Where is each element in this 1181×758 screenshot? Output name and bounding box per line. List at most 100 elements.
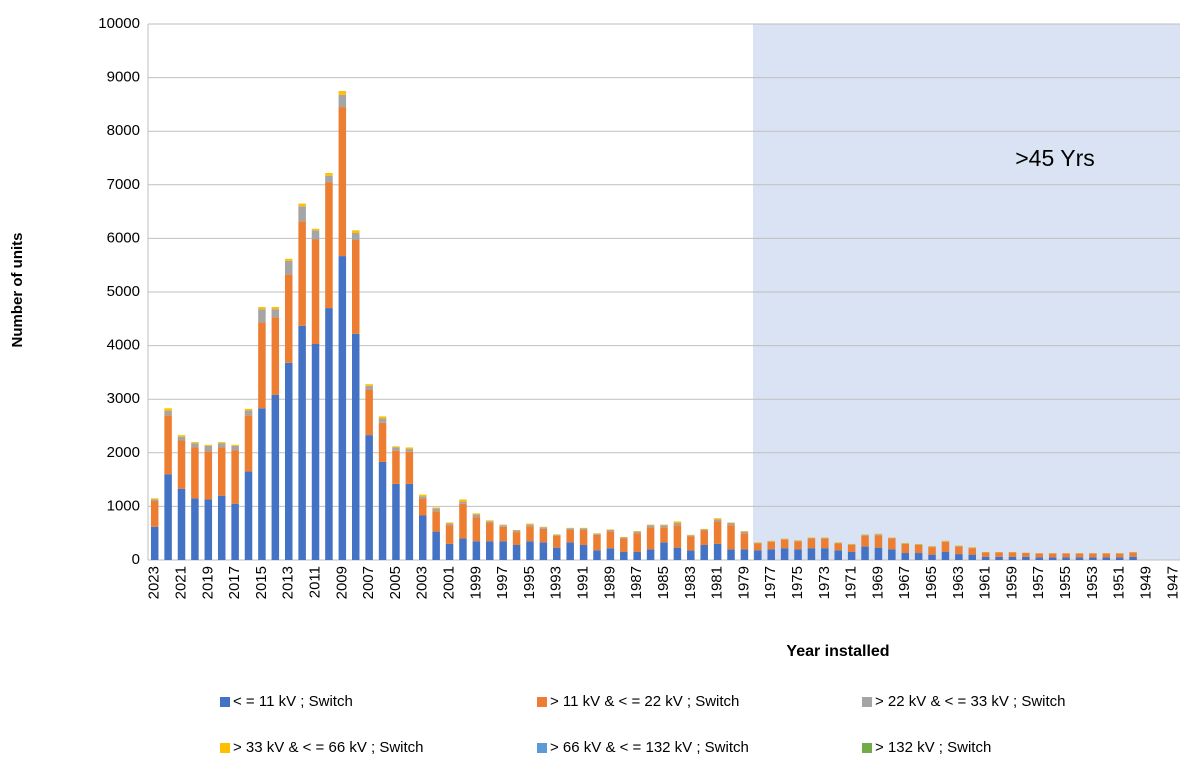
x-tick-label: 2021 (172, 566, 189, 599)
bar-segment (526, 523, 534, 525)
bar-segment (780, 548, 789, 560)
bar-segment (486, 523, 494, 542)
bar-segment (914, 544, 923, 554)
bar-segment (258, 408, 266, 560)
bar-segment (150, 499, 159, 502)
bar-segment (351, 240, 360, 334)
bar-segment (606, 529, 615, 532)
bar-segment (365, 435, 373, 560)
bar-segment (392, 450, 400, 484)
x-tick-label: 1995 (521, 566, 538, 599)
x-tick-label: 1975 (789, 566, 806, 599)
bar-segment (821, 548, 829, 560)
x-tick-label: 1965 (923, 566, 940, 599)
bar-segment (472, 514, 481, 518)
bar-segment (901, 553, 909, 560)
bar-segment (298, 221, 306, 326)
bar-segment (740, 531, 749, 534)
bar-segment (432, 508, 440, 512)
bar-segment (620, 551, 628, 560)
bar-segment (1022, 553, 1030, 557)
legend-label: > 66 kV & < = 132 kV ; Switch (550, 739, 749, 756)
bar-segment (941, 541, 950, 542)
bar-segment (217, 443, 226, 448)
bar-segment (727, 522, 735, 524)
bar-segment (459, 503, 467, 539)
bar-segment (526, 524, 534, 527)
y-tick-label: 4000 (107, 337, 140, 354)
bar-segment (821, 538, 829, 539)
bar-segment (1035, 557, 1044, 560)
bar-segment (512, 529, 521, 531)
bar-segment (847, 551, 856, 560)
bar-segment (419, 515, 427, 560)
bar-segment (834, 542, 842, 544)
bar-segment (646, 525, 655, 528)
bar-segment (646, 549, 655, 560)
bar-segment (553, 534, 561, 536)
bar-segment (780, 538, 789, 540)
bar-segment (244, 471, 253, 560)
bar-segment (807, 537, 816, 539)
bar-segment (579, 528, 588, 530)
bar-segment (392, 483, 400, 560)
bar-segment (164, 408, 172, 411)
bar-segment (459, 499, 467, 502)
legend-label: > 22 kV & < = 33 kV ; Switch (875, 693, 1066, 710)
bar-segment (606, 529, 615, 530)
legend-swatch (220, 697, 230, 707)
bar-segment (901, 543, 909, 544)
bar-segment (606, 531, 615, 549)
x-tick-label: 1961 (977, 566, 994, 599)
bar-segment (941, 551, 950, 560)
bar-segment (807, 538, 816, 549)
bar-segment (901, 543, 909, 554)
legend-label: > 11 kV & < = 22 kV ; Switch (550, 693, 739, 710)
bar-segment (673, 521, 682, 524)
bar-segment (204, 451, 213, 500)
bar-segment (419, 494, 427, 497)
bar-segment (633, 531, 641, 534)
bar-segment (164, 415, 172, 475)
x-tick-label: 1951 (1111, 566, 1128, 599)
bar-segment (713, 519, 722, 522)
x-tick-label: 1971 (843, 566, 860, 599)
bar-segment (526, 526, 534, 542)
bar-segment (284, 274, 293, 363)
bar-segment (419, 496, 427, 499)
x-tick-label: 1999 (467, 566, 484, 599)
bar-segment (499, 524, 507, 526)
legend-label: > 33 kV & < = 66 kV ; Switch (233, 739, 424, 756)
bar-segment (834, 550, 842, 560)
x-tick-label: 1947 (1164, 566, 1181, 599)
y-axis-label: Number of units (9, 233, 26, 348)
bar-segment (874, 533, 883, 535)
x-tick-label: 1973 (816, 566, 833, 599)
bar-segment (566, 529, 574, 543)
legend-swatch (862, 743, 872, 753)
bar-segment (834, 543, 842, 551)
x-tick-label: 2003 (414, 566, 431, 599)
bar-segment (191, 447, 199, 499)
bar-segment (445, 525, 454, 544)
bar-segment (861, 535, 869, 547)
bar-segment (512, 532, 521, 545)
bar-segment (164, 474, 172, 560)
bar-segment (807, 548, 816, 560)
x-tick-label: 1949 (1137, 566, 1154, 599)
y-tick-label: 8000 (107, 122, 140, 139)
bar-segment (191, 443, 199, 448)
bar-segment (633, 533, 641, 552)
bar-segment (539, 527, 548, 529)
bar-segment (499, 541, 507, 560)
bar-segment (660, 524, 668, 526)
bar-segment (432, 511, 440, 532)
bar-segment (928, 554, 936, 560)
bar-segment (325, 182, 333, 309)
legend-swatch (862, 697, 872, 707)
bar-segment (231, 444, 239, 446)
bar-segment (325, 175, 333, 183)
bar-segment (1022, 556, 1030, 560)
bar-segment (553, 547, 561, 560)
bar-segment (459, 501, 467, 504)
